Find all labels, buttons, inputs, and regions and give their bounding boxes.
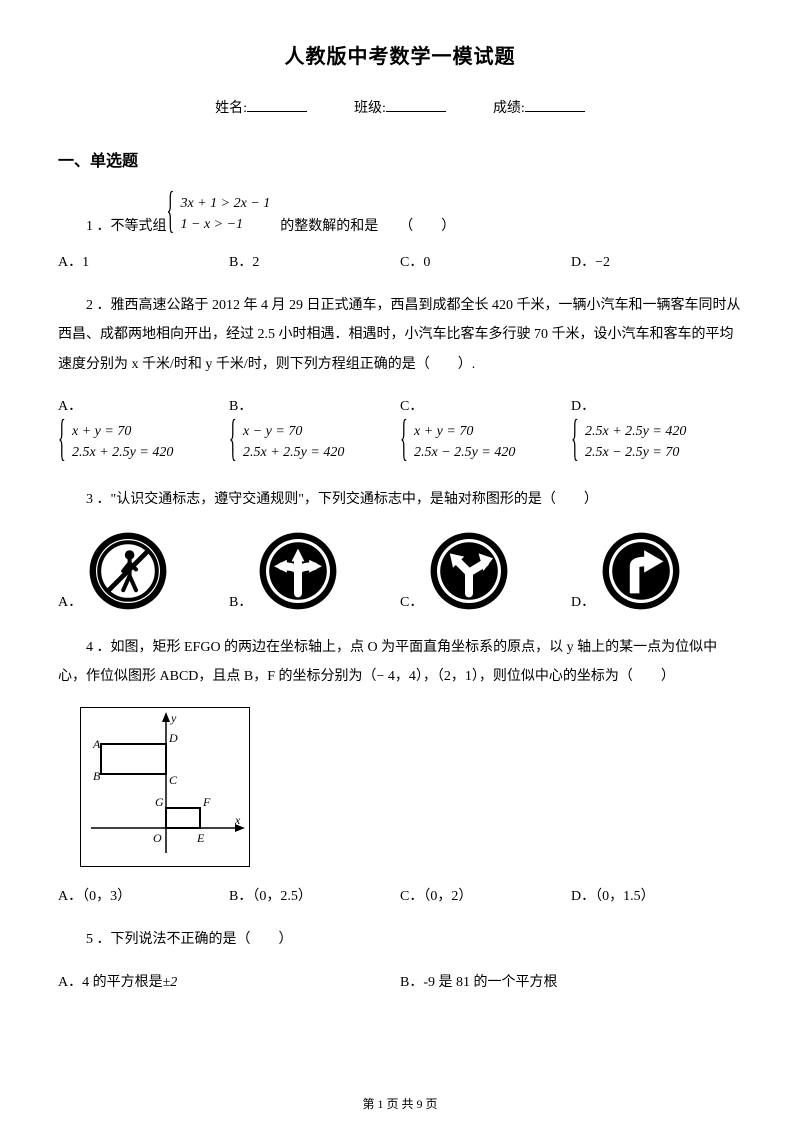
q2-option-a: A． x + y = 70 2.5x + 2.5y = 420 (58, 395, 229, 463)
q1-option-d: D．−2 (571, 251, 742, 271)
q3-option-b: B． (229, 531, 400, 611)
score-label: 成绩: (493, 101, 525, 116)
class-label: 班级: (354, 101, 386, 116)
q5-a-pre: A．4 的平方根是 (58, 975, 163, 990)
q1-option-b: B．2 (229, 251, 400, 271)
svg-text:x: x (234, 813, 241, 827)
question-5: 5 ．下列说法不正确的是（ ） (58, 925, 742, 954)
q2-label-b: B． (229, 395, 400, 415)
right-turn-icon (601, 531, 681, 611)
q2-a-line1: x + y = 70 (72, 421, 173, 442)
q3-option-a: A． (58, 531, 229, 611)
question-1: 1 ．不等式组 3x + 1 > 2x − 1 1 − x > −1 的整数解的… (58, 193, 742, 235)
q3-text: "认识交通标志，遵守交通规则"，下列交通标志中，是轴对称图形的是（ ） (111, 492, 598, 507)
q3-label-a: A． (58, 591, 82, 611)
question-4: 4 ．如图，矩形 EFGO 的两边在坐标轴上，点 O 为平面直角坐标系的原点，以… (58, 633, 742, 692)
q4-figure: A B C D G F O E x y (80, 707, 250, 867)
question-3: 3 ．"认识交通标志，遵守交通规则"，下列交通标志中，是轴对称图形的是（ ） (58, 485, 742, 514)
q1-post: 的整数解的和是 （ ） (280, 215, 455, 235)
q3-option-d: D． (571, 531, 742, 611)
q3-option-c: C． (400, 531, 571, 611)
no-pedestrian-icon (88, 531, 168, 611)
q3-label-c: C． (400, 591, 423, 611)
q5-number: 5 ． (86, 932, 111, 947)
q1-number: 1 ． (86, 219, 111, 234)
class-blank (386, 98, 446, 112)
q2-a-line2: 2.5x + 2.5y = 420 (72, 442, 173, 463)
svg-text:D: D (168, 731, 178, 745)
svg-text:O: O (153, 831, 162, 845)
name-blank (247, 98, 307, 112)
q5-text: 下列说法不正确的是（ ） (111, 932, 293, 947)
q1-option-c: C．0 (400, 251, 571, 271)
svg-text:y: y (170, 711, 177, 725)
q5-options: A．4 的平方根是±2 B．-9 是 81 的一个平方根 (58, 971, 742, 991)
q4-option-b: B．（0，2.5） (229, 885, 400, 905)
svg-text:G: G (155, 795, 164, 809)
q3-label-b: B． (229, 591, 252, 611)
page-title: 人教版中考数学一模试题 (58, 40, 742, 69)
q1-pre: 不等式组 (111, 219, 167, 234)
q2-text: 雅西高速公路于 2012 年 4 月 29 日正式通车，西昌到成都全长 420 … (58, 298, 741, 372)
q2-b-line2: 2.5x + 2.5y = 420 (243, 442, 344, 463)
q2-c-line1: x + y = 70 (414, 421, 515, 442)
q4-text: 如图，矩形 EFGO 的两边在坐标轴上，点 O 为平面直角坐标系的原点，以 y … (58, 640, 717, 684)
q4-option-c: C．（0，2） (400, 885, 571, 905)
page-footer: 第 1 页 共 9 页 (0, 1095, 800, 1112)
q5-a-math: ±2 (163, 975, 178, 990)
svg-text:B: B (93, 769, 101, 783)
left-right-straight-icon (258, 531, 338, 611)
q1-sys-line2: 1 − x > −1 (181, 214, 271, 235)
score-blank (525, 98, 585, 112)
q4-option-d: D．（0，1.5） (571, 885, 742, 905)
question-2: 2 ．雅西高速公路于 2012 年 4 月 29 日正式通车，西昌到成都全长 4… (58, 291, 742, 379)
q2-label-a: A． (58, 395, 229, 415)
q2-option-b: B． x − y = 70 2.5x + 2.5y = 420 (229, 395, 400, 463)
q3-label-d: D． (571, 591, 595, 611)
name-label: 姓名: (215, 101, 247, 116)
q1-system: 3x + 1 > 2x − 1 1 − x > −1 (167, 193, 271, 235)
svg-text:C: C (169, 773, 178, 787)
y-split-icon (429, 531, 509, 611)
q4-number: 4 ． (86, 640, 111, 655)
section-1-heading: 一、单选题 (58, 147, 742, 171)
q2-option-d: D． 2.5x + 2.5y = 420 2.5x − 2.5y = 70 (571, 395, 742, 463)
q3-number: 3 ． (86, 492, 111, 507)
q2-label-d: D． (571, 395, 742, 415)
q4-option-a: A．（0，3） (58, 885, 229, 905)
q4-options: A．（0，3） B．（0，2.5） C．（0，2） D．（0，1.5） (58, 885, 742, 905)
q2-number: 2 ． (86, 298, 111, 313)
q1-sys-line1: 3x + 1 > 2x − 1 (181, 193, 271, 214)
q2-b-line1: x − y = 70 (243, 421, 344, 442)
q2-options: A． x + y = 70 2.5x + 2.5y = 420 B． x − y… (58, 395, 742, 463)
q5-option-a: A．4 的平方根是±2 (58, 971, 400, 991)
meta-row: 姓名: 班级: 成绩: (58, 97, 742, 117)
q2-label-c: C． (400, 395, 571, 415)
q3-options: A． B． C． (58, 531, 742, 611)
q2-option-c: C． x + y = 70 2.5x − 2.5y = 420 (400, 395, 571, 463)
q2-d-line2: 2.5x − 2.5y = 70 (585, 442, 686, 463)
svg-text:A: A (92, 737, 101, 751)
q1-options: A．1 B．2 C．0 D．−2 (58, 251, 742, 271)
svg-text:E: E (196, 831, 205, 845)
svg-text:F: F (202, 795, 211, 809)
q2-d-line1: 2.5x + 2.5y = 420 (585, 421, 686, 442)
q1-option-a: A．1 (58, 251, 229, 271)
q2-c-line2: 2.5x − 2.5y = 420 (414, 442, 515, 463)
q5-option-b: B．-9 是 81 的一个平方根 (400, 971, 742, 991)
